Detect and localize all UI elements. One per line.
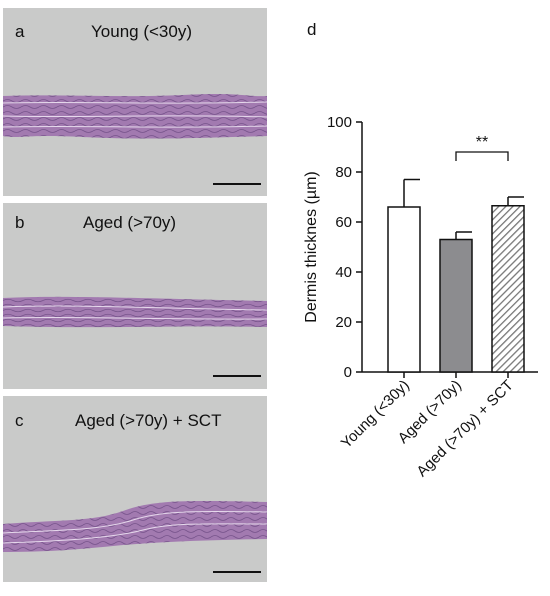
tissue-section-c [3, 500, 267, 552]
panel-title-a: Young (<30y) [91, 22, 192, 41]
y-tick-label: 20 [335, 314, 352, 331]
y-tick-label: 80 [335, 164, 352, 181]
tissue-section-b [3, 296, 267, 328]
y-tick-label: 0 [344, 364, 352, 381]
panel-title-c: Aged (>70y) + SCT [75, 411, 222, 430]
y-tick-label: 100 [327, 114, 352, 131]
panel-label-b: b [15, 213, 25, 232]
micrograph-panel-c: c Aged (>70y) + SCT [3, 396, 267, 582]
panel-title-b: Aged (>70y) [83, 213, 177, 232]
micrograph-panel-b: b Aged (>70y) [3, 203, 267, 389]
y-tick-label: 40 [335, 264, 352, 281]
y-tick-label: 60 [335, 214, 352, 231]
bar [491, 205, 525, 373]
bar [439, 238, 473, 373]
significance-bracket [455, 151, 509, 161]
bar [387, 206, 421, 373]
micrograph-panel-a: a Young (<30y) [3, 8, 267, 196]
x-category-label: Aged (>70y) + SCT [413, 377, 516, 480]
panel-label-d: d [307, 20, 317, 39]
significance-label: ** [476, 134, 488, 151]
tissue-section-a [3, 94, 267, 139]
panel-label-a: a [15, 22, 25, 41]
panel-label-c: c [15, 411, 24, 430]
y-axis-label: Dermis thicknes (µm) [303, 171, 320, 322]
scale-bar-a [213, 183, 261, 185]
scale-bar-c [213, 571, 261, 573]
scale-bar-b [213, 375, 261, 377]
